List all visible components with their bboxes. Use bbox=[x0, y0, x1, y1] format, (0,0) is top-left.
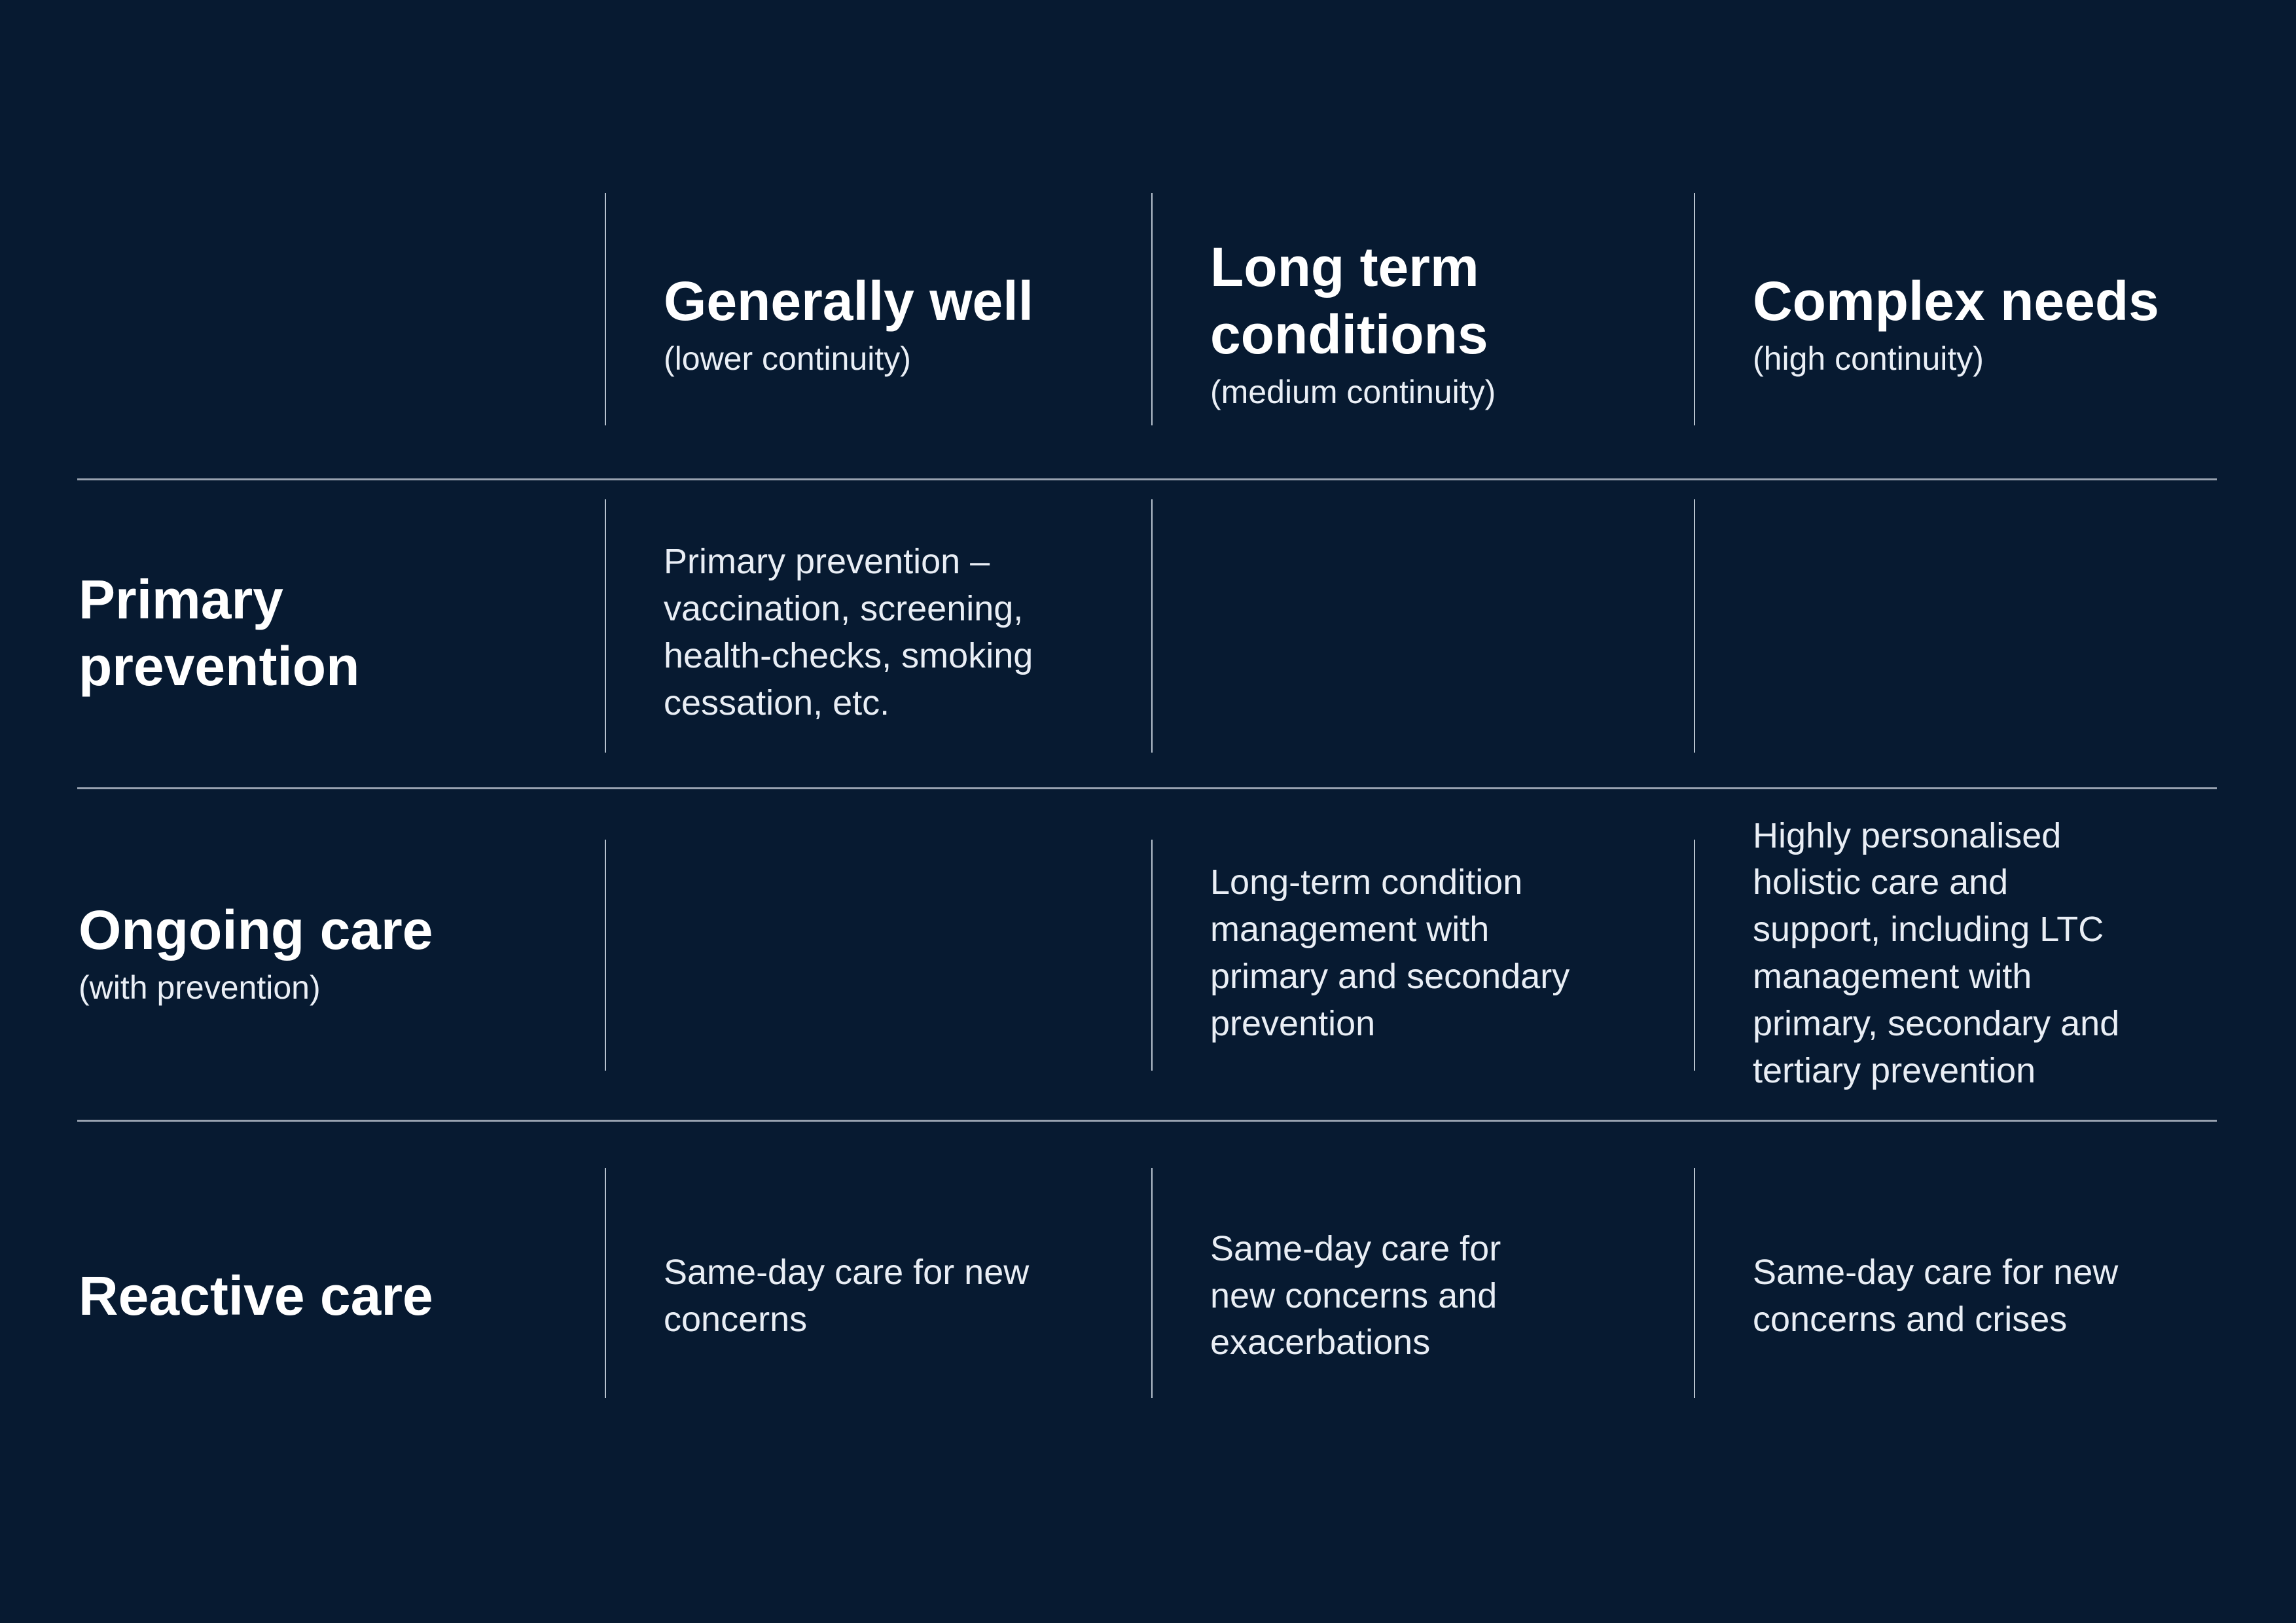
row-title: Primary prevention bbox=[79, 568, 360, 697]
cell-primary-prevention-complex-needs bbox=[1694, 478, 2217, 787]
row-header-reactive-care: Reactive care bbox=[77, 1120, 605, 1472]
vertical-divider bbox=[605, 840, 606, 1071]
vertical-divider bbox=[1694, 1168, 1695, 1398]
column-title: Complex needs bbox=[1753, 270, 2159, 332]
vertical-divider bbox=[1151, 1168, 1153, 1398]
column-title: Long term conditions bbox=[1210, 236, 1488, 365]
cell-text: Same-day care for new concerns bbox=[664, 1252, 1030, 1339]
horizontal-divider bbox=[77, 1120, 2217, 1122]
horizontal-divider bbox=[77, 787, 2217, 789]
cell-text: Primary prevention – vaccination, screen… bbox=[664, 542, 1033, 722]
cell-ongoing-care-long-term-conditions: Long-term condition management with prim… bbox=[1151, 787, 1694, 1120]
cell-text: Highly personalised holistic care and su… bbox=[1753, 815, 2120, 1090]
cell-primary-prevention-generally-well: Primary prevention – vaccination, screen… bbox=[605, 478, 1151, 787]
column-subtitle: (medium continuity) bbox=[1210, 374, 1496, 411]
cell-text: Same-day care for new concerns and crise… bbox=[1753, 1252, 2119, 1339]
row-title: Ongoing care bbox=[79, 899, 433, 961]
column-header-long-term-conditions: Long term conditions (medium continuity) bbox=[1151, 170, 1694, 478]
cell-reactive-care-generally-well: Same-day care for new concerns bbox=[605, 1120, 1151, 1472]
vertical-divider bbox=[605, 499, 606, 753]
row-subtitle: (with prevention) bbox=[79, 969, 321, 1007]
cell-text: Same-day care for new concerns and exace… bbox=[1210, 1228, 1501, 1363]
vertical-divider bbox=[1694, 193, 1695, 425]
vertical-divider bbox=[605, 193, 606, 425]
column-subtitle: (high continuity) bbox=[1753, 340, 1984, 377]
cell-reactive-care-complex-needs: Same-day care for new concerns and crise… bbox=[1694, 1120, 2217, 1472]
vertical-divider bbox=[1151, 499, 1153, 753]
vertical-divider bbox=[1151, 193, 1153, 425]
column-header-complex-needs: Complex needs (high continuity) bbox=[1694, 170, 2217, 478]
vertical-divider bbox=[1694, 840, 1695, 1071]
column-subtitle: (lower continuity) bbox=[664, 340, 911, 377]
vertical-divider bbox=[605, 1168, 606, 1398]
horizontal-divider bbox=[77, 478, 2217, 480]
vertical-divider bbox=[1694, 499, 1695, 753]
cell-primary-prevention-long-term-conditions bbox=[1151, 478, 1694, 787]
vertical-divider bbox=[1151, 840, 1153, 1071]
care-matrix-table: Generally well (lower continuity) Long t… bbox=[77, 170, 2217, 1472]
corner-cell-empty bbox=[77, 170, 605, 478]
row-title: Reactive care bbox=[79, 1265, 433, 1327]
cell-ongoing-care-generally-well bbox=[605, 787, 1151, 1120]
column-title: Generally well bbox=[664, 270, 1033, 332]
cell-reactive-care-long-term-conditions: Same-day care for new concerns and exace… bbox=[1151, 1120, 1694, 1472]
cell-ongoing-care-complex-needs: Highly personalised holistic care and su… bbox=[1694, 787, 2217, 1120]
column-header-generally-well: Generally well (lower continuity) bbox=[605, 170, 1151, 478]
row-header-primary-prevention: Primary prevention bbox=[77, 478, 605, 787]
cell-text: Long-term condition management with prim… bbox=[1210, 863, 1570, 1043]
row-header-ongoing-care: Ongoing care (with prevention) bbox=[77, 787, 605, 1120]
